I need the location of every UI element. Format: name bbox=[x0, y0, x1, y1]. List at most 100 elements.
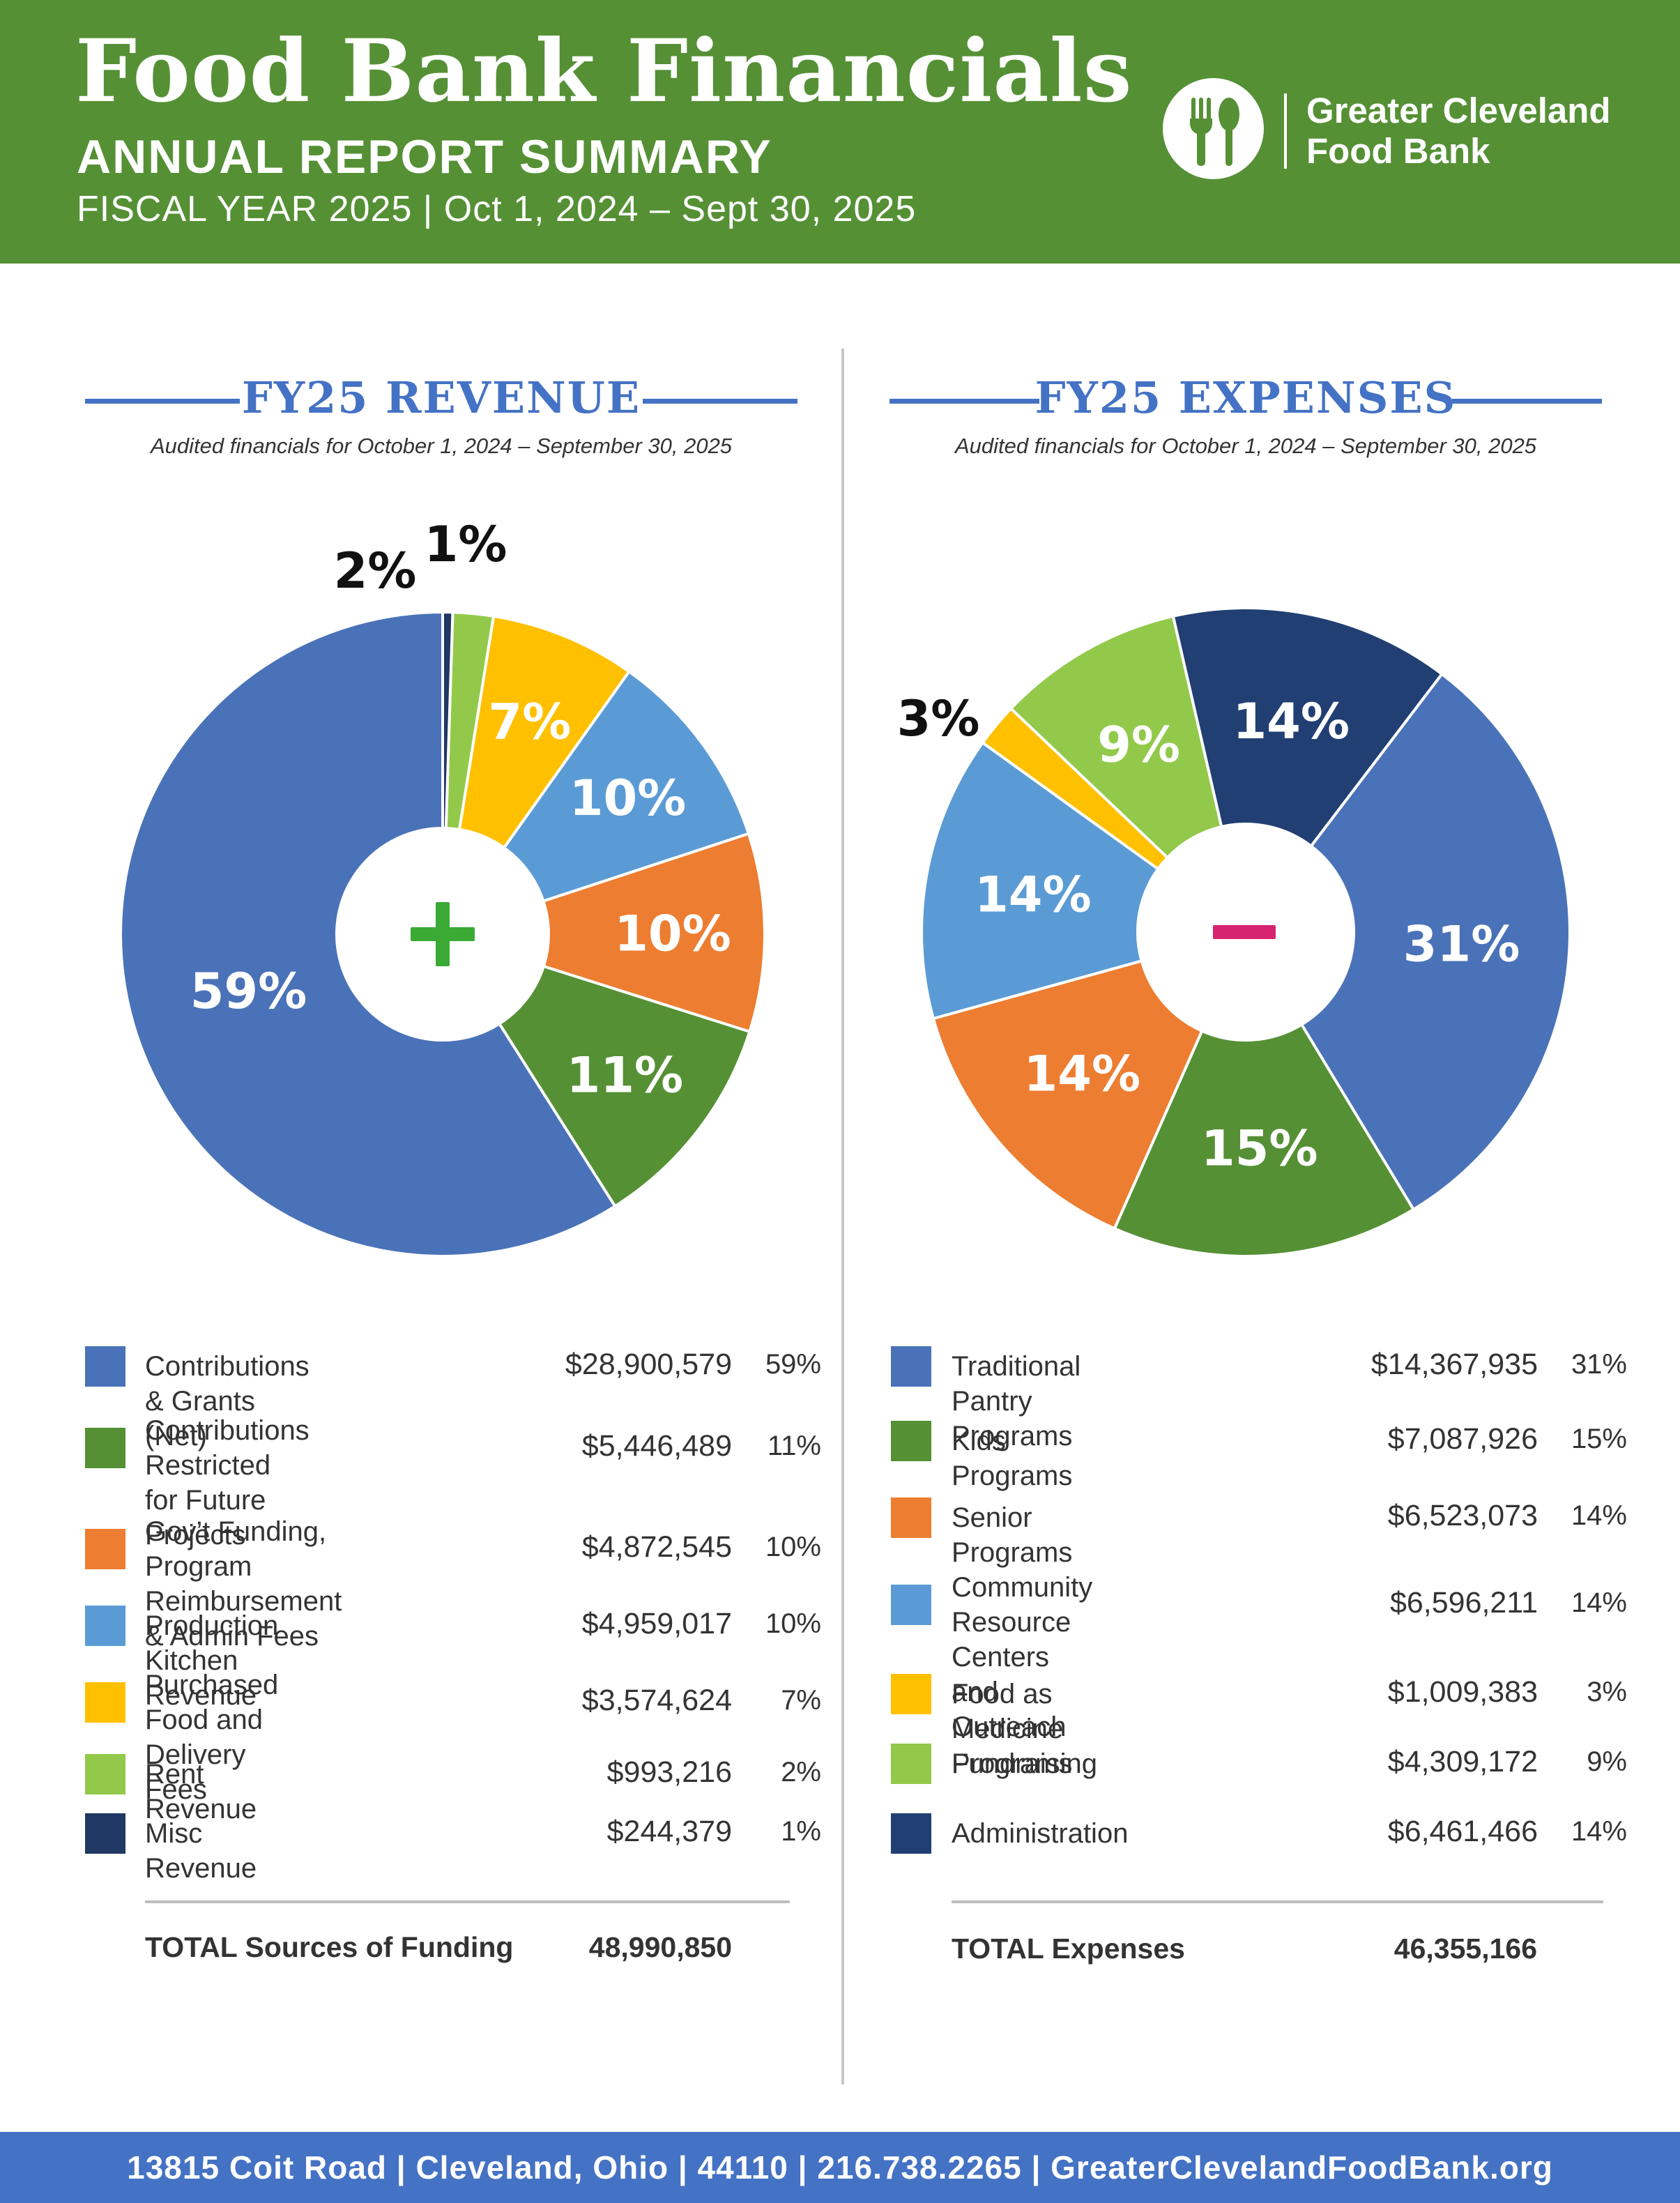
revenue-total-rule bbox=[145, 1900, 790, 1903]
legend-label: Senior Programs bbox=[952, 1502, 1073, 1568]
legend-swatch bbox=[891, 1813, 931, 1854]
legend-amount: $1,009,383 bbox=[1387, 1675, 1538, 1709]
expenses-pie-chart: 31% 15% 14% 14% 3% 9% 14% bbox=[885, 488, 1610, 1283]
legend-percent: 31% bbox=[1571, 1349, 1627, 1380]
footer-bar: 13815 Coit Road | Cleveland, Ohio | 4411… bbox=[0, 2132, 1680, 2203]
revenue-title: FY25 REVENUE bbox=[241, 372, 641, 423]
expenses-subtitle: Audited financials for October 1, 2024 –… bbox=[954, 434, 1537, 458]
legend-label: Purchased Food and Delivery Fees bbox=[145, 1670, 279, 1805]
legend-swatch bbox=[85, 1682, 125, 1723]
legend-percent: 14% bbox=[1571, 1587, 1627, 1618]
legend-amount: $28,900,579 bbox=[565, 1348, 732, 1381]
revenue-subtitle: Audited financials for October 1, 2024 –… bbox=[150, 434, 733, 458]
legend-percent: 11% bbox=[767, 1431, 821, 1461]
heading-rule-right bbox=[1452, 399, 1602, 404]
revenue-total-label: TOTAL Sources of Funding bbox=[145, 1931, 514, 1963]
org-name: Greater Cleveland Food Bank bbox=[1306, 91, 1611, 171]
page-subtitle: ANNUAL REPORT SUMMARY bbox=[77, 130, 772, 183]
pie-label: 15% bbox=[1201, 1120, 1318, 1177]
legend-swatch bbox=[85, 1346, 125, 1387]
org-name-line1: Greater Cleveland bbox=[1306, 91, 1611, 130]
legend-label: Rent Revenue bbox=[145, 1759, 257, 1824]
legend-amount: $3,574,624 bbox=[581, 1684, 732, 1717]
header-banner: Food Bank Financials ANNUAL REPORT SUMMA… bbox=[0, 0, 1680, 264]
legend-label: Production Kitchen Revenue bbox=[145, 1610, 279, 1711]
pie-label: 14% bbox=[1024, 1046, 1141, 1103]
legend-swatch bbox=[891, 1585, 931, 1625]
legend-label: Gov’t Funding, Program Reimbursement & A… bbox=[145, 1516, 342, 1652]
revenue-total-value: 48,990,850 bbox=[588, 1931, 732, 1963]
legend-label: Kids Programs bbox=[952, 1426, 1073, 1491]
fork-spoon-icon bbox=[1163, 78, 1264, 179]
legend-amount: $14,367,935 bbox=[1370, 1348, 1538, 1381]
legend-swatch bbox=[85, 1529, 125, 1569]
legend-label: Traditional Pantry Programs bbox=[952, 1351, 1081, 1451]
legend-percent: 7% bbox=[781, 1685, 821, 1716]
legend-swatch bbox=[85, 1428, 125, 1468]
expenses-total-value: 46,355,166 bbox=[1393, 1933, 1537, 1965]
pie-label: 14% bbox=[1232, 693, 1350, 750]
legend-percent: 3% bbox=[1587, 1677, 1627, 1707]
revenue-heading: FY25 REVENUE bbox=[85, 372, 797, 428]
footer-contact: 13815 Coit Road | Cleveland, Ohio | 4411… bbox=[127, 2149, 1553, 2186]
fiscal-year-line: FISCAL YEAR 2025 | Oct 1, 2024 – Sept 30… bbox=[77, 189, 917, 229]
pie-label: 31% bbox=[1403, 915, 1520, 973]
expenses-heading: FY25 EXPENSES bbox=[889, 372, 1602, 428]
legend-label: Contributions & Grants (Net) bbox=[145, 1351, 310, 1451]
legend-swatch bbox=[891, 1497, 931, 1538]
legend-amount: $993,216 bbox=[606, 1755, 732, 1789]
heading-rule-left bbox=[889, 399, 1039, 404]
legend-swatch bbox=[85, 1754, 125, 1794]
pie-label: 3% bbox=[897, 690, 980, 747]
pie-label: 10% bbox=[614, 905, 731, 962]
legend-amount: $4,872,545 bbox=[581, 1530, 732, 1564]
page-title: Food Bank Financials bbox=[75, 21, 1133, 122]
legend-amount: $7,087,926 bbox=[1387, 1422, 1538, 1456]
legend-percent: 14% bbox=[1571, 1816, 1627, 1847]
legend-percent: 14% bbox=[1571, 1500, 1627, 1531]
org-name-line2: Food Bank bbox=[1306, 131, 1490, 171]
legend-amount: $5,446,489 bbox=[581, 1429, 732, 1463]
legend-amount: $4,309,172 bbox=[1387, 1745, 1538, 1778]
legend-label: Fundraising bbox=[952, 1748, 1098, 1779]
legend-swatch bbox=[891, 1744, 931, 1784]
legend-percent: 15% bbox=[1571, 1424, 1627, 1454]
legend-label: Administration bbox=[952, 1818, 1129, 1849]
legend-amount: $6,596,211 bbox=[1389, 1586, 1538, 1619]
legend-percent: 1% bbox=[781, 1816, 821, 1847]
legend-percent: 2% bbox=[781, 1757, 821, 1787]
legend-percent: 10% bbox=[765, 1532, 821, 1562]
legend-swatch bbox=[891, 1674, 931, 1714]
pie-label: 1% bbox=[425, 516, 507, 573]
legend-swatch bbox=[891, 1346, 931, 1387]
pie-label: 14% bbox=[975, 866, 1092, 923]
expenses-total-label: TOTAL Expenses bbox=[952, 1933, 1185, 1965]
legend-amount: $4,959,017 bbox=[581, 1607, 732, 1640]
plus-icon bbox=[411, 902, 475, 966]
legend-swatch bbox=[85, 1813, 125, 1854]
legend-label: Misc Revenue bbox=[145, 1818, 257, 1884]
legend-amount: $244,379 bbox=[606, 1815, 732, 1848]
pie-label: 11% bbox=[567, 1046, 684, 1104]
legend-label: Contributions Restricted for Future Proj… bbox=[145, 1415, 310, 1550]
pie-label: 7% bbox=[488, 694, 571, 751]
legend-percent: 59% bbox=[765, 1349, 821, 1380]
revenue-pie-chart: 59% 11% 10% 10% 7% 2% 1% bbox=[84, 488, 809, 1283]
pie-label: 10% bbox=[570, 770, 687, 827]
column-divider bbox=[841, 349, 844, 2084]
pie-label: 59% bbox=[190, 963, 307, 1020]
legend-amount: $6,461,466 bbox=[1387, 1815, 1538, 1848]
legend-label: Community Resource Centers and Outreach bbox=[952, 1572, 1093, 1742]
pie-label: 9% bbox=[1097, 717, 1180, 774]
legend-amount: $6,523,073 bbox=[1387, 1499, 1538, 1532]
heading-rule-right bbox=[643, 399, 797, 404]
heading-rule-left bbox=[85, 399, 240, 404]
minus-icon bbox=[1213, 925, 1276, 939]
legend-swatch bbox=[85, 1606, 125, 1646]
pie-label: 2% bbox=[334, 542, 417, 600]
expenses-total-rule bbox=[952, 1900, 1603, 1903]
legend-swatch bbox=[891, 1421, 931, 1461]
legend-percent: 10% bbox=[765, 1608, 821, 1639]
expenses-title: FY25 EXPENSES bbox=[1034, 372, 1457, 423]
legend-percent: 9% bbox=[1587, 1746, 1627, 1777]
